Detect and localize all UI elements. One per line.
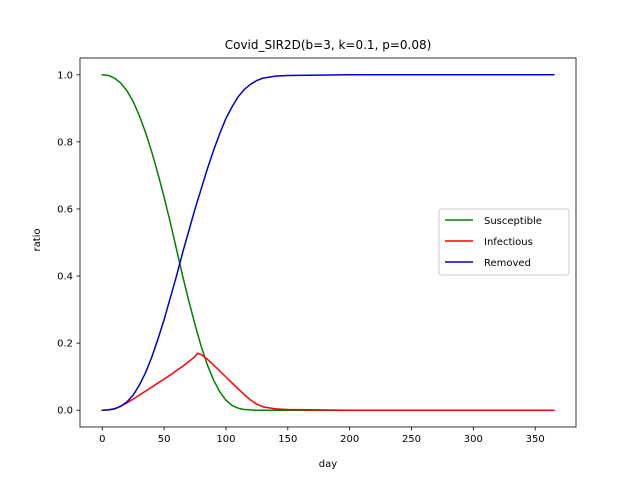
x-tick-label: 300 [464,434,483,445]
legend-box [438,208,570,276]
x-tick-label: 100 [216,434,235,445]
y-tick-label: 0.6 [57,204,73,215]
y-tick-label: 0.0 [57,406,73,417]
x-tick-label: 200 [340,434,359,445]
axes: 0 50 100 150 200 250 300 350 0.0 0.2 0.4 0.6 0.8 1.0 [57,57,577,445]
y-tick-label: 0.2 [57,339,73,350]
legend-label-susceptible: Susceptible [484,216,542,227]
axes-frame [79,57,577,428]
legend: Susceptible Infectious Removed [438,208,570,276]
y-tick-label: 1.0 [57,70,73,81]
x-tick-label: 350 [526,434,545,445]
x-tick-label: 150 [278,434,297,445]
x-tick-label: 250 [402,434,421,445]
series-line-infectious [101,352,555,412]
series-line-susceptible [101,73,555,411]
x-tick-label: 50 [158,434,171,445]
legend-label-removed: Removed [484,258,531,269]
y-axis-label: ratio [32,228,43,251]
legend-label-infectious: Infectious [484,237,533,248]
x-tick-label: 0 [99,434,105,445]
plot-area [101,73,555,412]
series-line-removed [101,74,555,412]
y-tick-label: 0.8 [57,137,73,148]
y-tick-label: 0.4 [57,272,73,283]
x-axis-label: day [319,459,337,470]
chart-title: Covid_SIR2D(b=3, k=0.1, p=0.08) [225,38,432,52]
